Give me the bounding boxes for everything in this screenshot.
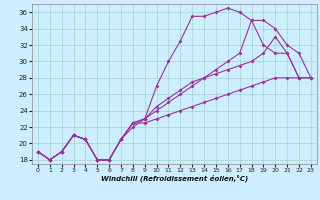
X-axis label: Windchill (Refroidissement éolien,°C): Windchill (Refroidissement éolien,°C) (101, 175, 248, 182)
